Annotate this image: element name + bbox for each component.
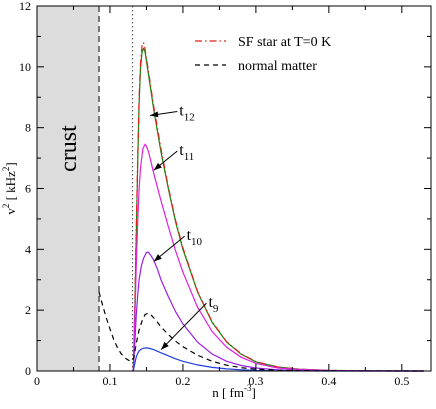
x-axis-label-sup: -3 [244,383,252,393]
y-tick-label: 0 [25,364,31,378]
series-line-t-11 [132,143,424,372]
series-layer [98,40,424,372]
annotation-label-sub: 12 [184,112,195,124]
crust-label: crust [56,125,82,172]
y-axis-label-main: v [3,208,18,215]
crust-region [37,6,100,371]
annotation-arrow-line [160,302,207,351]
x-axis-label-end: ] [251,385,255,400]
y-axis-label-end: ] [3,162,18,166]
x-tick-label: 0 [34,374,40,388]
x-tick-label: 0.3 [248,374,263,388]
annotation-label-sub: 9 [213,303,219,315]
legend-label-normal-matter: normal matter [238,59,317,74]
y-tick-label: 6 [25,182,31,196]
y-tick-label: 12 [19,0,31,13]
x-tick-label: 0.1 [102,374,117,388]
x-tick-label: 0.5 [394,374,409,388]
annotation-label-main: t [187,227,192,244]
legend: SF star at T=0 K normal matter [195,35,331,74]
annotation-label-sub: 10 [191,236,203,248]
annotation-arrowhead [153,162,162,171]
annotation-label-t12: t12 [179,103,194,124]
annotation-label-sub: 11 [184,151,195,163]
y-tick-label: 10 [19,60,31,74]
y-axis-label-sup1: 2 [1,204,11,209]
annotation-label-t11: t11 [179,142,194,163]
annotation-label-main: t [208,294,213,311]
y-tick-label: 2 [25,303,31,317]
y-axis-label-mid: [ kHz [3,171,18,204]
series-line-sf-star-at-t-0-k [132,40,424,372]
annotation-arrowhead [150,111,159,118]
y-tick-label: 8 [25,121,31,135]
x-tick-label: 0.4 [321,374,336,388]
tick-layer: 0 0.1 0.2 0.3 0.4 0.5 0 2 4 6 8 10 12 [19,0,431,388]
annotation-arrowhead [153,254,162,262]
annotation-arrowhead [161,341,169,350]
annotation-label-main: t [179,142,184,159]
y-axis-label-sup2: 2 [1,167,11,172]
annotation-label-main: t [179,103,184,120]
x-axis-label-main: n [ fm [212,385,244,400]
x-tick-label: 0.2 [175,374,190,388]
x-axis-label: n [ fm-3] [212,383,256,400]
annotation-label-t9: t9 [208,294,218,315]
legend-label-sf-star: SF star at T=0 K [238,35,331,50]
series-line-t-10 [132,251,424,372]
y-tick-label: 4 [25,242,31,256]
annotation-label-t10: t10 [187,227,203,248]
y-axis-label: v2 [ kHz2] [1,162,18,214]
